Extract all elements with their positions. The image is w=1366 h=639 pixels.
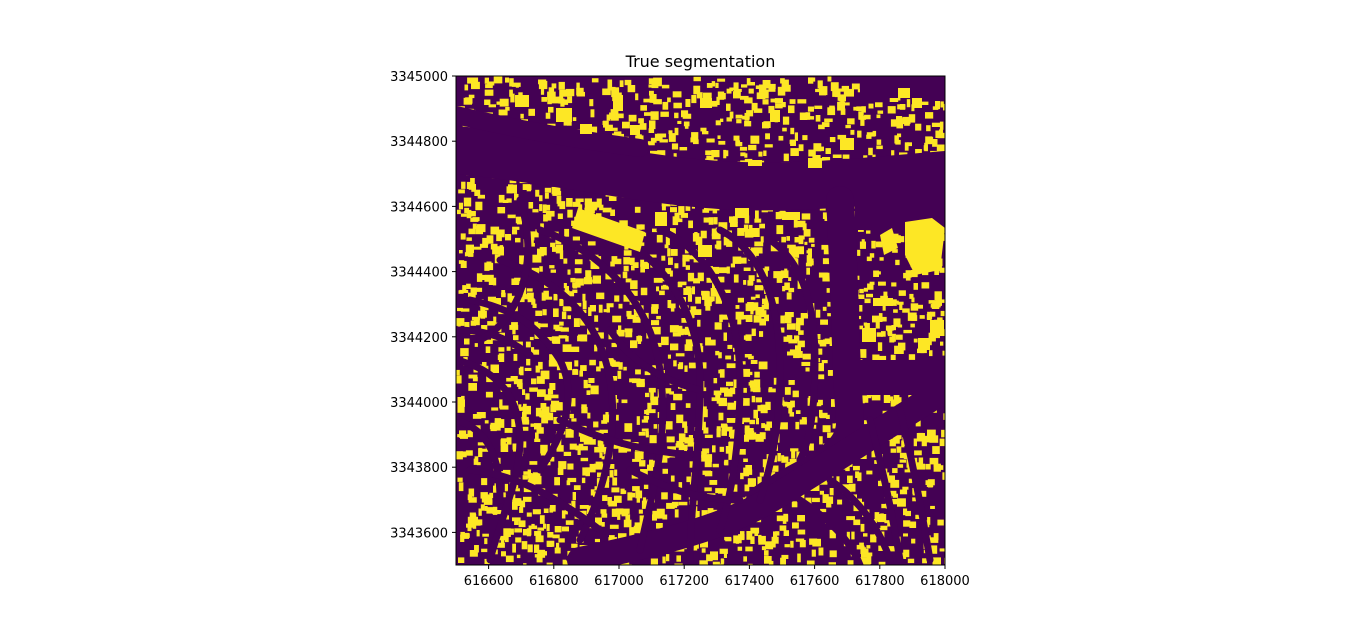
x-tick-label: 617200 [659, 574, 709, 589]
y-tick-label: 3344000 [390, 396, 448, 411]
y-tick-label: 3344600 [390, 200, 448, 215]
x-tick-label: 617400 [725, 574, 775, 589]
chart-title: True segmentation [625, 52, 776, 71]
x-tick-label: 616600 [464, 574, 514, 589]
y-tick-label: 3344400 [390, 266, 448, 281]
y-tick-label: 3344800 [390, 135, 448, 150]
x-tick-label: 617800 [855, 574, 905, 589]
y-axis: 3343600 3343800 3344000 3344200 3344400 33446… [390, 70, 456, 541]
plot-area [456, 76, 945, 565]
roads [456, 106, 945, 565]
y-tick-label: 3343600 [390, 526, 448, 541]
y-tick-label: 3344200 [390, 331, 448, 346]
x-tick-label: 617600 [790, 574, 840, 589]
x-tick-label: 618000 [920, 574, 970, 589]
large-buildings [515, 88, 945, 350]
x-axis: 616600 616800 617000 617200 617400 617600 6178… [464, 565, 970, 589]
axes-frame [455, 75, 946, 566]
y-tick-label: 3345000 [390, 70, 448, 85]
x-tick-label: 616800 [529, 574, 579, 589]
y-tick-label: 3343800 [390, 461, 448, 476]
streets [456, 196, 934, 565]
x-tick-label: 617000 [594, 574, 644, 589]
